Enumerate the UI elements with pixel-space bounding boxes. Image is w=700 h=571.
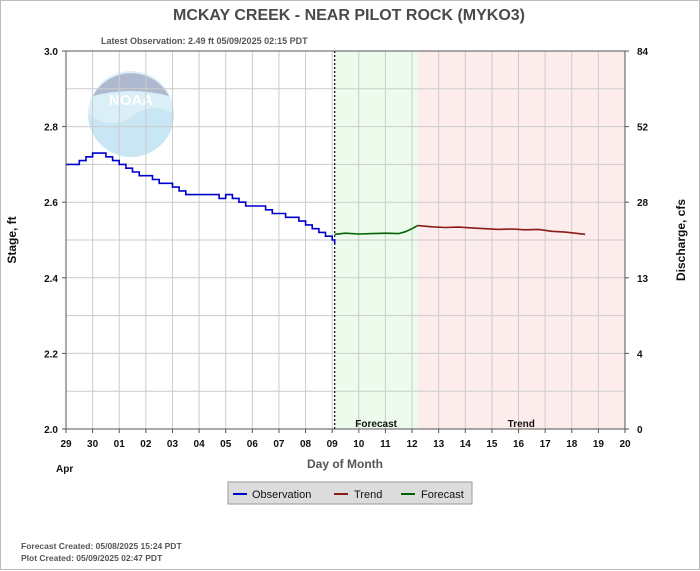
y2-tick-label: 28 (637, 198, 649, 209)
y-axis-ticks: 2.0 2.2 2.4 2.6 2.8 3.0 (44, 47, 66, 436)
chart-title: MCKAY CREEK - NEAR PILOT ROCK (MYKO3) (173, 7, 525, 24)
y2-tick-label: 13 (637, 274, 649, 285)
forecast-created-text: Forecast Created: 05/08/2025 15:24 PDT (21, 541, 182, 551)
y-tick-label: 2.0 (44, 425, 58, 436)
noaa-logo-text: NOAA (109, 92, 153, 109)
month-label: Apr (56, 464, 73, 475)
legend-observation-label: Observation (252, 489, 311, 501)
x-tick-label: 20 (619, 439, 631, 450)
y2-tick-label: 4 (637, 349, 643, 360)
y2-axis-ticks: 0 4 13 28 52 84 (625, 47, 649, 436)
y-tick-label: 2.8 (44, 123, 58, 134)
y-tick-label: 2.2 (44, 349, 58, 360)
series-layer (66, 152, 586, 244)
x-tick-label: 30 (87, 439, 99, 450)
y2-tick-label: 52 (637, 123, 649, 134)
series-line-observation (66, 152, 336, 244)
y2-tick-label: 0 (637, 425, 643, 436)
plot-created-text: Plot Created: 05/09/2025 02:47 PDT (21, 553, 163, 563)
x-tick-label: 18 (566, 439, 578, 450)
x-tick-label: 12 (406, 439, 418, 450)
x-tick-label: 07 (273, 439, 285, 450)
x-axis-title: Day of Month (307, 457, 383, 471)
x-tick-label: 08 (300, 439, 312, 450)
x-tick-label: 14 (460, 439, 472, 450)
x-tick-label: 11 (380, 439, 391, 450)
x-tick-label: 06 (247, 439, 259, 450)
legend-forecast-label: Forecast (421, 489, 464, 501)
x-tick-label: 02 (140, 439, 152, 450)
latest-observation-text: Latest Observation: 2.49 ft 05/09/2025 0… (101, 36, 308, 46)
y-tick-label: 3.0 (44, 47, 58, 58)
legend-trend-label: Trend (354, 489, 382, 501)
grid-lines (66, 51, 625, 429)
x-tick-label: 10 (353, 439, 365, 450)
x-tick-label: 17 (540, 439, 552, 450)
x-tick-label: 03 (167, 439, 179, 450)
x-axis-ticks: 29 30 01 02 03 04 05 06 07 08 09 10 11 12 13 14 15 16 17 18… (60, 429, 631, 450)
x-tick-label: 13 (433, 439, 445, 450)
y2-axis-title: Discharge, cfs (674, 199, 688, 281)
noaa-logo-watermark-icon: NOAA (88, 71, 174, 157)
x-tick-label: 04 (194, 439, 206, 450)
y2-tick-label: 84 (637, 47, 649, 58)
plot-border (65, 50, 626, 430)
x-tick-label: 29 (60, 439, 72, 450)
legend: Observation Trend Forecast (227, 481, 473, 505)
x-tick-label: 05 (220, 439, 232, 450)
legend-box (227, 481, 473, 505)
y-tick-label: 2.4 (44, 274, 58, 285)
region-label-forecast: Forecast (355, 419, 397, 430)
series-line-forecast (334, 224, 418, 236)
x-tick-label: 19 (593, 439, 605, 450)
x-tick-label: 09 (327, 439, 339, 450)
series-line-trend (417, 224, 586, 236)
y-tick-label: 2.6 (44, 198, 58, 209)
x-tick-label: 16 (513, 439, 525, 450)
region-labels: Forecast Trend (355, 419, 535, 430)
region-label-trend: Trend (508, 419, 535, 430)
x-tick-label: 01 (114, 439, 126, 450)
x-tick-label: 15 (486, 439, 498, 450)
y-axis-title: Stage, ft (5, 216, 19, 263)
